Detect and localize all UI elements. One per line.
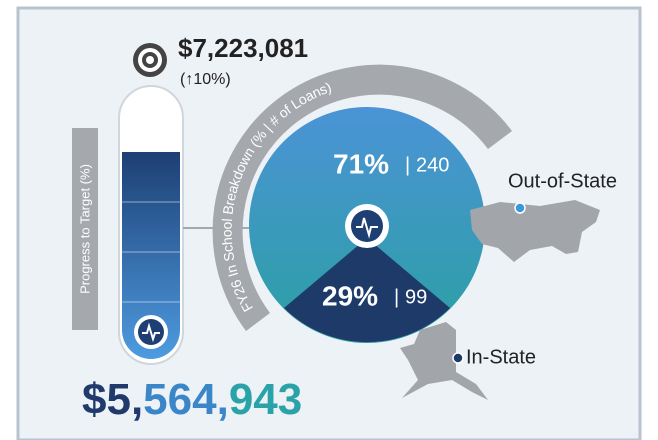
out-of-state-loans: 240 bbox=[416, 154, 449, 176]
target-change: (↑10%) bbox=[180, 71, 231, 88]
out-of-state-label: Out-of-State bbox=[508, 170, 617, 192]
in-state-loans: 99 bbox=[405, 286, 427, 308]
in-state-wedge bbox=[284, 238, 450, 343]
actual-part: 943 bbox=[229, 375, 302, 424]
breakdown-band bbox=[212, 64, 512, 331]
center-icon bbox=[345, 204, 389, 248]
alaska-map bbox=[400, 322, 488, 400]
separator: | bbox=[394, 286, 399, 308]
gauge-lines bbox=[122, 201, 180, 303]
separator: | bbox=[405, 154, 410, 176]
out-of-state-dot bbox=[514, 202, 526, 214]
in-state-percent: 29% bbox=[322, 280, 378, 311]
actual-part: $5, bbox=[82, 375, 143, 424]
gauge-label-box bbox=[72, 128, 98, 330]
in-state-label: In-State bbox=[466, 346, 536, 368]
out-of-state-percent: 71% bbox=[333, 148, 389, 179]
target-icon bbox=[133, 43, 167, 77]
gauge-label: Progress to Target (%) bbox=[77, 164, 92, 294]
actual-amount: $5,564,943 bbox=[82, 375, 302, 424]
gauge-icon bbox=[134, 315, 168, 349]
in-state-dot bbox=[452, 352, 464, 364]
us-map bbox=[470, 200, 600, 262]
gauge-fill bbox=[122, 152, 180, 359]
actual-part: 564, bbox=[143, 375, 229, 424]
target-amount: $7,223,081 bbox=[178, 33, 308, 63]
